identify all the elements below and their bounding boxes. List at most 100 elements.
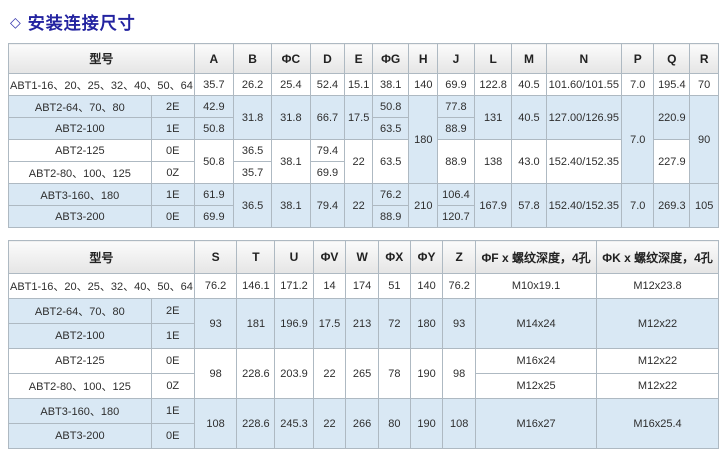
value-cell: 17.5	[312, 298, 347, 349]
table-row: ABT1-16、20、25、32、40、50、64 35.7 26.2 25.4 52.…	[8, 73, 719, 96]
lower-dimensions-table: 型号 S T U ΦV W ΦX ΦY Z ΦF x 螺纹深度，4孔 ΦK x 螺纹深度，4孔 ABT…	[8, 240, 719, 449]
column-header: Q	[653, 43, 691, 74]
value-cell: 152.40/152.35	[545, 183, 623, 228]
value-cell: 78	[377, 348, 411, 399]
value-cell: 63.5	[371, 139, 410, 184]
value-cell: 174	[345, 273, 379, 299]
value-cell: 1E	[150, 323, 195, 349]
value-cell: 50.8	[193, 117, 234, 140]
column-header: A	[193, 43, 234, 74]
table-row: ABT2-64、70、80 2E 42.9 31.8 31.8 66.7 17.5 50.8 1…	[8, 95, 719, 184]
model-cell: ABT2-100	[8, 323, 152, 349]
value-cell: 26.2	[232, 73, 273, 96]
value-cell: 63.5	[371, 117, 410, 140]
table-row: ABT2-100 1E	[8, 323, 719, 349]
value-cell: 76.2	[193, 273, 238, 299]
column-header: H	[408, 43, 439, 74]
value-cell: 203.9	[274, 348, 314, 399]
value-cell: 0E	[150, 205, 195, 228]
value-cell: M16x25.4	[595, 398, 719, 449]
value-cell: 1E	[150, 398, 195, 424]
value-cell: 51	[377, 273, 411, 299]
model-cell: ABT2-80、100、125	[8, 373, 152, 399]
value-cell: 171.2	[274, 273, 314, 299]
column-header: M	[511, 43, 547, 74]
value-cell: 93	[442, 298, 477, 349]
column-header: ΦX	[377, 240, 411, 274]
table-row: ABT3-200 0E 69.9 88.9 120.7	[8, 205, 719, 228]
value-cell: 76.2	[371, 183, 410, 206]
value-cell: 228.6	[236, 398, 276, 449]
value-cell: 79.4	[309, 139, 346, 162]
model-cell: ABT3-200	[8, 205, 152, 228]
table-row: ABT2-125 0E 98 228.6 203.9 22 265 78 190 98 M16x24…	[8, 348, 719, 399]
value-cell: 1E	[150, 117, 195, 140]
model-cell: ABT3-160、180	[8, 398, 152, 424]
value-cell: M12x22	[595, 298, 719, 349]
column-header: ΦG	[371, 43, 410, 74]
value-cell: 42.9	[193, 95, 234, 118]
model-cell: ABT3-160、180	[8, 183, 152, 206]
value-cell: 140	[408, 73, 439, 96]
value-cell: 38.1	[271, 139, 311, 184]
value-cell: 180	[409, 298, 444, 349]
value-cell: 152.40/152.35	[545, 139, 623, 184]
value-cell: 0Z	[150, 373, 195, 399]
value-cell: 0E	[150, 348, 195, 374]
value-cell: 77.8	[437, 95, 475, 118]
value-cell: 61.9	[193, 183, 234, 206]
value-cell: 70	[689, 73, 719, 96]
value-cell: 88.9	[371, 205, 410, 228]
column-header: ΦF x 螺纹深度，4孔	[475, 240, 597, 274]
column-header: E	[344, 43, 373, 74]
column-header: ΦC	[271, 43, 311, 74]
model-cell: ABT2-80、100、125	[8, 161, 152, 184]
value-cell: M16x24	[475, 348, 597, 374]
value-cell: 120.7	[437, 205, 475, 228]
value-cell: M14x24	[475, 298, 597, 349]
value-cell: 2E	[150, 298, 195, 324]
value-cell: 265	[345, 348, 379, 399]
value-cell: M12x25	[475, 373, 597, 399]
value-cell: 7.0	[621, 73, 655, 96]
column-header: 型号	[8, 43, 195, 74]
value-cell: 50.8	[193, 139, 234, 184]
value-cell: 88.9	[437, 117, 475, 140]
value-cell: 38.1	[371, 73, 410, 96]
value-cell: 38.1	[271, 183, 311, 228]
table-row: ABT2-100 1E 50.8 63.5 88.9	[8, 117, 719, 140]
column-header: Z	[442, 240, 477, 274]
value-cell: 35.7	[193, 73, 234, 96]
value-cell: 245.3	[274, 398, 314, 449]
value-cell: 40.5	[511, 73, 547, 96]
value-cell: 76.2	[442, 273, 477, 299]
value-cell: 131	[473, 95, 513, 140]
value-cell: 25.4	[271, 73, 311, 96]
column-header: S	[193, 240, 238, 274]
value-cell: 57.8	[511, 183, 547, 228]
value-cell: M16x27	[475, 398, 597, 449]
column-header: N	[545, 43, 623, 74]
value-cell: 210	[408, 183, 439, 228]
value-cell: 220.9	[653, 95, 691, 140]
value-cell: 17.5	[344, 95, 373, 140]
value-cell: 190	[409, 398, 444, 449]
value-cell: 69.9	[437, 73, 475, 96]
column-header: T	[236, 240, 276, 274]
value-cell: 69.9	[193, 205, 234, 228]
value-cell: 7.0	[621, 95, 655, 184]
column-header: L	[473, 43, 513, 74]
value-cell: 31.8	[232, 95, 273, 140]
value-cell: 22	[312, 398, 347, 449]
value-cell: 98	[442, 348, 477, 399]
value-cell: 80	[377, 398, 411, 449]
value-cell: 108	[442, 398, 477, 449]
value-cell: M10x19.1	[475, 273, 597, 299]
upper-dimensions-table: 型号 A B ΦC D E ΦG H J L M N P Q R ABT1-16、20、25、32、40、50…	[8, 43, 719, 228]
value-cell: 122.8	[473, 73, 513, 96]
diamond-icon: ◇	[10, 13, 21, 30]
value-cell: 0E	[150, 139, 195, 162]
value-cell: 40.5	[511, 95, 547, 140]
value-cell: 228.6	[236, 348, 276, 399]
value-cell: 36.5	[232, 183, 273, 228]
